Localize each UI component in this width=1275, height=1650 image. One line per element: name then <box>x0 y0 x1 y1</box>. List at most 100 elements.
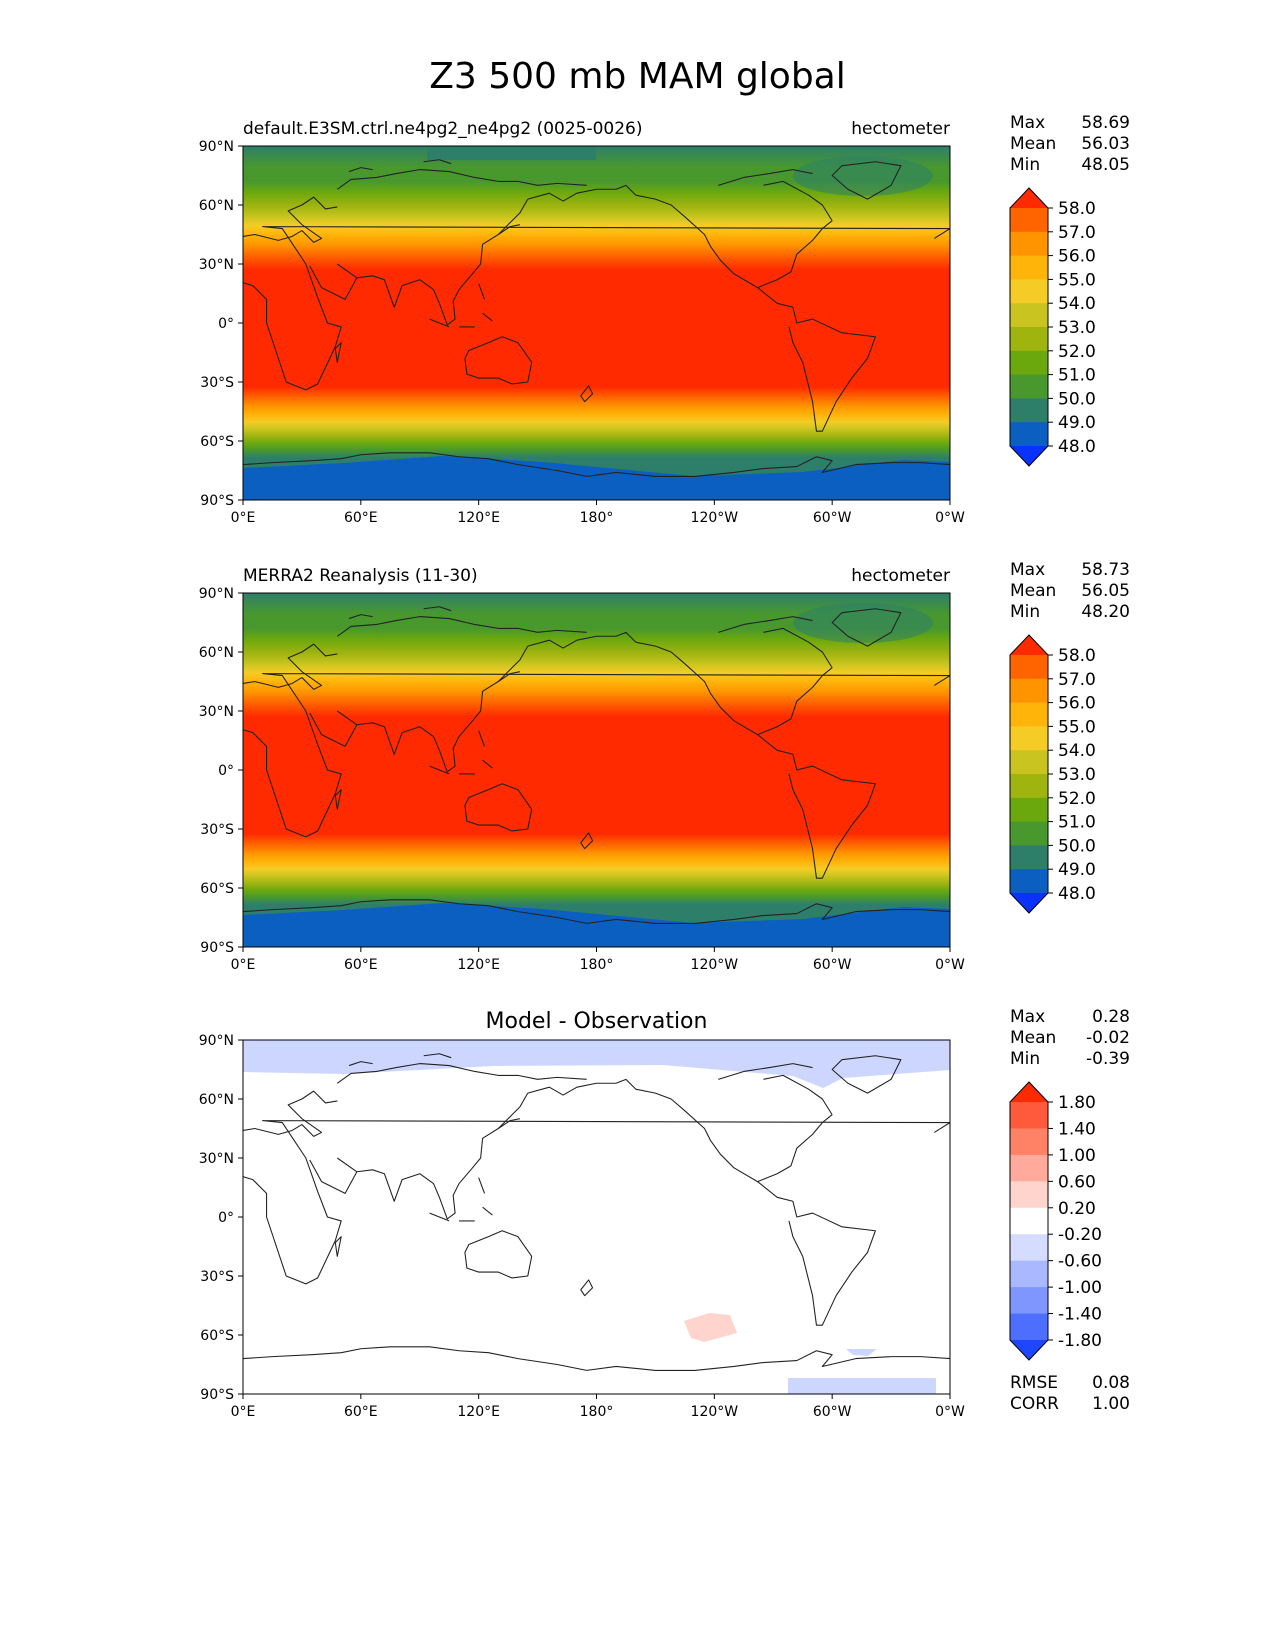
colorbar-segment <box>1010 655 1048 680</box>
colorbar-tick-label: -1.40 <box>1058 1305 1102 1325</box>
map-field-diff <box>243 1040 950 1394</box>
stat-label: Mean <box>1010 134 1056 154</box>
contour-fill <box>243 593 950 947</box>
colorbar-segment <box>1010 1287 1048 1315</box>
colorbar-tick-label: -0.20 <box>1058 1225 1102 1245</box>
stat-label: Min <box>1010 155 1040 175</box>
colorbar-extend-top <box>1010 635 1048 655</box>
stat-value: 0.28 <box>1092 1007 1130 1027</box>
stat-value: 0.08 <box>1092 1373 1130 1393</box>
y-tick-label: 60°N <box>199 645 234 661</box>
colorbar-segment <box>1010 774 1048 799</box>
x-tick-label: 0°W <box>935 957 965 973</box>
x-tick-label: 60°W <box>813 957 852 973</box>
negative-diff-region-south-2 <box>788 1378 936 1394</box>
greenland-low <box>793 603 933 643</box>
stat-value: 1.00 <box>1092 1394 1130 1414</box>
map-field-model <box>243 146 950 500</box>
contour-fill <box>243 146 950 500</box>
colorbar-segment <box>1010 678 1048 704</box>
colorbar-tick-label: 52.0 <box>1058 789 1096 809</box>
x-tick-label: 120°W <box>691 957 739 973</box>
colorbar-tick-label: -0.60 <box>1058 1252 1102 1272</box>
y-tick-label: 90°S <box>200 493 234 509</box>
map-background <box>243 1040 950 1394</box>
colorbar-tick-label: 48.0 <box>1058 884 1096 904</box>
colorbar: 1.80 1.40 1.00 0.60 0.20 -0.20 -0.60 -1.00 -1.40… <box>1009 1081 1102 1361</box>
colorbar-extend-top <box>1010 188 1048 208</box>
map-field-obs <box>243 593 950 947</box>
colorbar-segment <box>1010 398 1048 423</box>
x-tick-label: 180° <box>580 957 614 973</box>
stat-label: Max <box>1010 560 1045 580</box>
colorbar-tick-label: 1.40 <box>1058 1119 1096 1139</box>
x-tick-label: 0°W <box>935 510 965 526</box>
colorbar-segment <box>1010 208 1048 233</box>
panels-group: default.E3SM.ctrl.ne4pg2_ne4pg2 (0025-00… <box>199 113 1130 1420</box>
colorbar-tick-label: 54.0 <box>1058 741 1096 761</box>
polar-low-north <box>427 146 596 160</box>
stat-label: Min <box>1010 1049 1040 1069</box>
colorbar-segment <box>1010 726 1048 751</box>
colorbar-tick-label: 50.0 <box>1058 389 1096 409</box>
y-tick-label: 30°S <box>200 375 234 391</box>
panel-left-title: default.E3SM.ctrl.ne4pg2_ne4pg2 (0025-00… <box>243 119 643 139</box>
panel-obs: MERRA2 Reanalysis (11-30) hectometer 90°N 6… <box>199 560 1130 973</box>
colorbar-segment <box>1010 1102 1048 1129</box>
colorbar-tick-label: 51.0 <box>1058 366 1096 386</box>
colorbar-segment <box>1010 821 1048 846</box>
colorbar-segment <box>1010 1154 1048 1182</box>
stat-value: 56.05 <box>1081 581 1130 601</box>
colorbar-segment <box>1010 422 1048 447</box>
colorbar-segment <box>1010 1181 1048 1209</box>
panel-units: hectometer <box>851 119 950 139</box>
colorbar-tick-label: 0.60 <box>1058 1172 1096 1192</box>
stat-label: Max <box>1010 1007 1045 1027</box>
colorbar-segment <box>1010 750 1048 775</box>
colorbar-tick-label: 57.0 <box>1058 670 1096 690</box>
colorbar: 58.0 57.0 56.0 55.0 54.0 53.0 52.0 51.0 50.0 49.0… <box>1009 634 1096 914</box>
colorbar-tick-label: 49.0 <box>1058 860 1096 880</box>
positive-diff-region <box>684 1313 737 1342</box>
y-tick-label: 90°N <box>199 1033 234 1049</box>
y-tick-label: 90°N <box>199 139 234 155</box>
colorbar-segment <box>1010 797 1048 823</box>
y-tick-label: 0° <box>218 1210 234 1226</box>
panel-center-title: Model - Observation <box>486 1009 708 1034</box>
x-tick-label: 60°W <box>813 510 852 526</box>
colorbar-tick-label: 0.20 <box>1058 1199 1096 1219</box>
colorbar-tick-label: 58.0 <box>1058 199 1096 219</box>
stat-value: -0.02 <box>1086 1028 1130 1048</box>
colorbar-segment <box>1010 1260 1048 1288</box>
colorbar-segment <box>1010 1313 1048 1341</box>
x-tick-label: 0°E <box>231 1404 256 1420</box>
stat-value: 48.05 <box>1081 155 1130 175</box>
greenland-low <box>793 156 933 196</box>
panel-left-title: MERRA2 Reanalysis (11-30) <box>243 566 478 586</box>
y-tick-label: 60°S <box>200 434 234 450</box>
stat-value: -0.39 <box>1086 1049 1130 1069</box>
x-tick-label: 60°E <box>344 957 378 973</box>
colorbar-tick-label: 56.0 <box>1058 694 1096 714</box>
colorbar-tick-label: 53.0 <box>1058 765 1096 785</box>
stat-label: Mean <box>1010 1028 1056 1048</box>
colorbar-segment <box>1010 869 1048 894</box>
colorbar-segment <box>1010 327 1048 352</box>
x-tick-label: 180° <box>580 510 614 526</box>
y-tick-label: 60°N <box>199 1092 234 1108</box>
polar-low-south <box>243 903 950 947</box>
panel-model: default.E3SM.ctrl.ne4pg2_ne4pg2 (0025-00… <box>199 113 1130 526</box>
x-tick-label: 60°E <box>344 1404 378 1420</box>
x-tick-label: 120°E <box>457 510 500 526</box>
polar-low-south <box>243 456 950 500</box>
x-tick-label: 0°E <box>231 510 256 526</box>
stat-label: RMSE <box>1010 1373 1058 1393</box>
colorbar-tick-label: 51.0 <box>1058 813 1096 833</box>
colorbar-segment <box>1010 374 1048 399</box>
stat-label: Max <box>1010 113 1045 133</box>
colorbar-segment <box>1010 1128 1048 1156</box>
colorbar-tick-label: 1.80 <box>1058 1093 1096 1113</box>
colorbar-segment <box>1010 231 1048 257</box>
stat-value: 58.69 <box>1081 113 1130 133</box>
